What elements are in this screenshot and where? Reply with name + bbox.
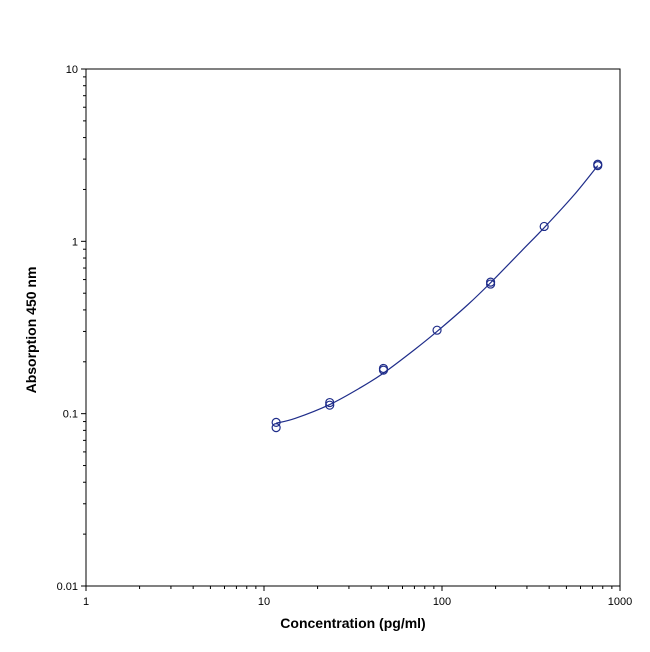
data-points xyxy=(272,160,602,431)
data-point xyxy=(540,222,548,230)
data-point xyxy=(433,326,441,334)
x-tick-label: 100 xyxy=(433,596,451,608)
x-tick-label: 1000 xyxy=(608,596,632,608)
y-tick-label: 0.1 xyxy=(63,409,78,421)
y-tick-label: 10 xyxy=(66,64,78,76)
y-axis-title: Absorption 450 nm xyxy=(23,267,39,394)
data-point xyxy=(272,424,280,432)
x-axis-ticks: 1 10 100 1000 xyxy=(83,586,632,608)
fit-curve-line xyxy=(276,166,598,424)
y-tick-label: 1 xyxy=(72,236,78,248)
y-tick-label: 0.01 xyxy=(57,581,78,593)
x-tick-label: 1 xyxy=(83,596,89,608)
x-tick-label: 10 xyxy=(258,596,270,608)
x-axis-title: Concentration (pg/ml) xyxy=(280,615,425,631)
y-axis-ticks: 0.01 0.1 1 10 xyxy=(57,64,86,593)
plot-frame xyxy=(86,69,620,586)
